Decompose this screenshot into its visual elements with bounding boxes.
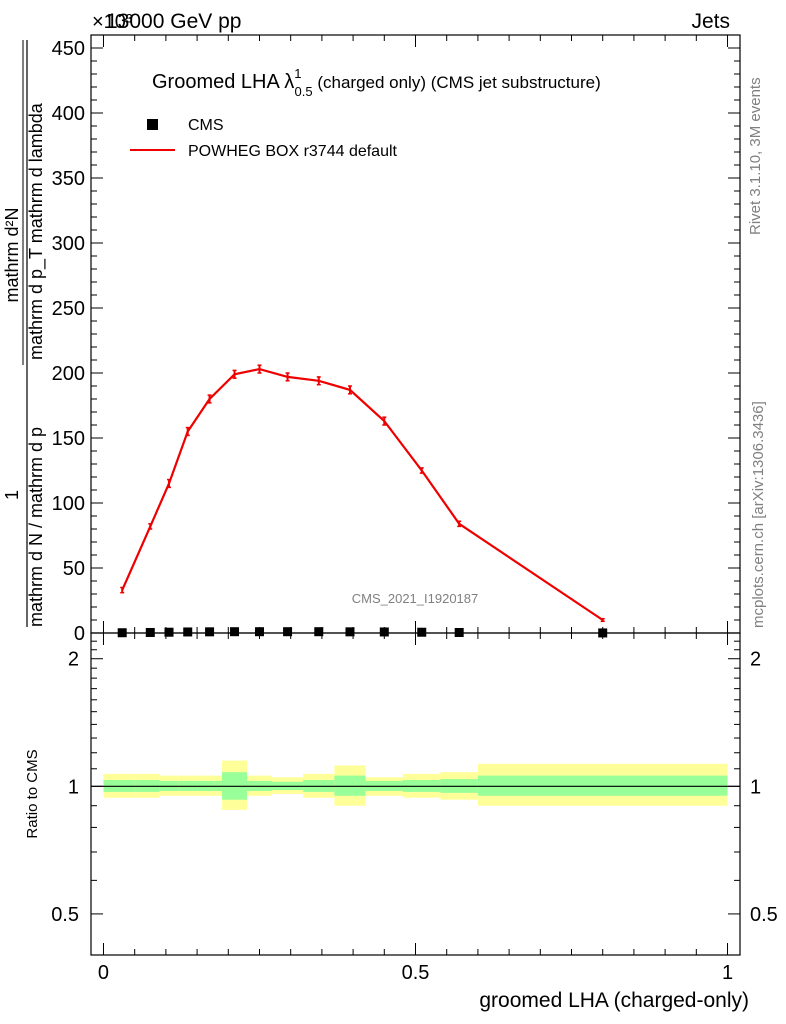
main-y-tick-label: 250 bbox=[52, 298, 85, 320]
cms-data-point bbox=[230, 627, 240, 637]
title-main: Groomed LHA λ bbox=[152, 71, 294, 93]
main-y-tick-label: 400 bbox=[52, 103, 85, 125]
main-y-tick-label: 150 bbox=[52, 428, 85, 450]
x-tick-label: 0.5 bbox=[402, 962, 430, 984]
ratio-y-axis-label: Ratio to CMS bbox=[24, 749, 41, 838]
ratio-y-tick-label-right: 0.5 bbox=[750, 904, 778, 926]
ylabel-inner-numerator: mathrm d²N bbox=[2, 207, 22, 302]
main-y-tick-label: 300 bbox=[52, 233, 85, 255]
x-tick-label: 1 bbox=[722, 962, 733, 984]
legend: CMS POWHEG BOX r3744 default bbox=[130, 117, 398, 160]
ratio-y-tick-label: 2 bbox=[68, 649, 79, 671]
powheg-line bbox=[121, 367, 604, 621]
title-subscript: 0.5 bbox=[295, 84, 313, 99]
cms-data-point bbox=[379, 627, 389, 637]
ratio-y-tick-label: 1 bbox=[68, 776, 79, 798]
legend-cms-label: CMS bbox=[188, 117, 224, 134]
title-superscript: 1 bbox=[294, 66, 301, 81]
ratio-band-green bbox=[477, 775, 728, 796]
main-y-tick-label: 200 bbox=[52, 363, 85, 385]
cms-data-point bbox=[183, 627, 193, 637]
main-y-tick-label: 50 bbox=[63, 558, 85, 580]
x-tick-label: 0 bbox=[98, 962, 109, 984]
legend-powheg-label: POWHEG BOX r3744 default bbox=[188, 143, 398, 160]
exponent-label: ×10³ bbox=[92, 11, 133, 33]
mcplots-reference-label: mcplots.cern.ch [arXiv:1306.3436] bbox=[750, 401, 767, 628]
cms-data-point bbox=[345, 627, 355, 637]
rivet-version-label: Rivet 3.1.10, 3M events bbox=[747, 77, 764, 235]
cms-data-point bbox=[164, 627, 174, 637]
ratio-y-tick-label-right: 1 bbox=[750, 776, 761, 798]
ratio-y-ticks: 0.5 0.5 1 1 2 2 bbox=[51, 640, 778, 926]
cms-data-point bbox=[205, 627, 215, 637]
main-y-tick-label: 0 bbox=[74, 623, 85, 645]
legend-cms-marker bbox=[147, 119, 158, 130]
main-y-tick-label: 100 bbox=[52, 493, 85, 515]
ratio-plot-panel: 0.5 0.51 12 2 0 0.5 1 Ratio to CMS groomed LH… bbox=[24, 632, 778, 1012]
cms-data-point bbox=[254, 627, 264, 637]
cms-data-point bbox=[283, 627, 293, 637]
analysis-watermark: CMS_2021_I1920187 bbox=[352, 591, 479, 606]
main-plot-panel: 0 50 100 150 200 250 300 350 400 450 Groomed LHA … bbox=[2, 34, 741, 645]
ylabel-inner-denominator: mathrm d p_T mathrm d lambda bbox=[26, 102, 47, 360]
main-y-ticks: 0 50 100 150 200 250 300 350 400 450 bbox=[52, 34, 740, 645]
cms-data-point bbox=[314, 627, 324, 637]
header-jets: Jets bbox=[691, 10, 730, 33]
ratio-band-green bbox=[334, 775, 366, 796]
title-rest: (charged only) (CMS jet substructure) bbox=[313, 73, 601, 92]
main-y-axis-label: mathrm d N / mathrm d p 1 mathrm d²N mat… bbox=[2, 40, 47, 627]
main-y-tick-label: 450 bbox=[52, 38, 85, 60]
ylabel-denominator-text: mathrm d N / mathrm d p bbox=[26, 427, 46, 627]
ratio-y-tick-label: 0.5 bbox=[51, 904, 79, 926]
ratio-x-ticks: 0 0.5 1 bbox=[98, 633, 733, 984]
chart-title: Groomed LHA λ1 0.5 (charged only) (CMS je… bbox=[152, 66, 601, 99]
header-energy: 13000 GeV pp bbox=[106, 10, 241, 33]
ratio-y-tick-label-right: 2 bbox=[750, 649, 761, 671]
main-y-tick-label: 350 bbox=[52, 168, 85, 190]
ratio-bands-group bbox=[103, 760, 728, 810]
x-axis-label: groomed LHA (charged-only) bbox=[479, 989, 749, 1012]
ylabel-numerator-one: 1 bbox=[2, 490, 22, 500]
cms-data-point bbox=[417, 627, 427, 637]
